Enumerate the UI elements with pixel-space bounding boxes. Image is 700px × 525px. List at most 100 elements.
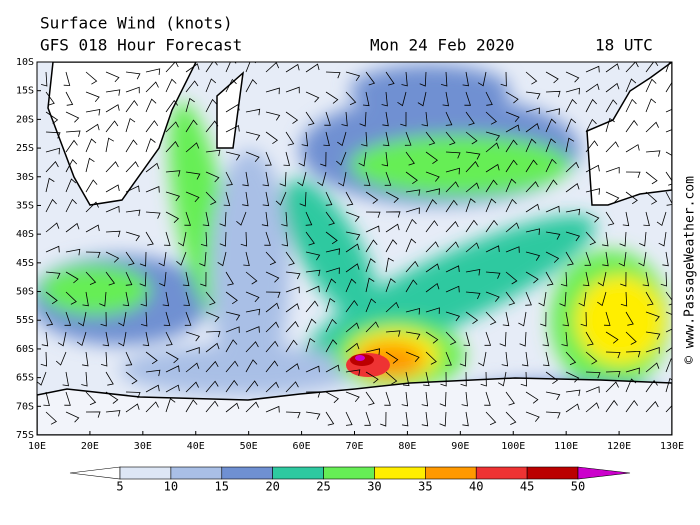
barb [365, 371, 379, 384]
barb [85, 179, 98, 193]
barb [465, 111, 475, 126]
barb [518, 311, 527, 327]
barb [305, 411, 321, 420]
barb [545, 411, 561, 419]
barb [585, 164, 600, 173]
barb [385, 278, 396, 293]
barb [625, 400, 639, 413]
barb [165, 384, 180, 393]
barb [625, 331, 637, 345]
barb [125, 209, 141, 217]
barb [605, 82, 620, 93]
colorbar-segment [526, 466, 579, 480]
barb [281, 231, 289, 247]
barb [400, 112, 407, 127]
barb [45, 245, 60, 253]
lat-label: 25S [16, 143, 34, 154]
barb [41, 331, 49, 347]
barb [465, 242, 480, 253]
lat-label: 70S [16, 401, 34, 412]
barb [525, 181, 539, 193]
barb [165, 141, 179, 153]
barb [465, 219, 478, 233]
barb [285, 131, 295, 146]
lon-label: 90E [451, 441, 469, 452]
barb [105, 120, 119, 133]
barb [365, 225, 380, 233]
barb [265, 405, 280, 413]
lat-label: 55S [16, 315, 34, 326]
barb [165, 170, 181, 177]
barb [365, 391, 375, 406]
barb [485, 111, 497, 125]
barb [200, 271, 207, 287]
barb [423, 371, 430, 387]
barb [404, 131, 412, 146]
barb [397, 91, 407, 107]
title: Surface Wind (knots) [40, 14, 233, 33]
barb [158, 251, 167, 267]
barb [405, 189, 421, 196]
barb [185, 381, 199, 393]
barb [165, 62, 179, 73]
barb [265, 131, 278, 145]
barb [245, 326, 260, 333]
barb [105, 230, 121, 238]
barb [205, 342, 220, 353]
barb [405, 351, 420, 363]
barb [305, 251, 321, 261]
colorbar-label: 35 [418, 480, 432, 494]
barb [425, 131, 436, 146]
barb [582, 271, 590, 287]
barb [265, 291, 281, 299]
barb [363, 171, 371, 186]
barb [45, 222, 60, 233]
barb [585, 386, 600, 393]
barb [425, 331, 439, 344]
barb [245, 380, 259, 393]
australia [586, 62, 672, 206]
barb [323, 131, 330, 147]
barb [402, 371, 410, 387]
barb [105, 251, 120, 263]
barb [205, 171, 220, 183]
lon-label: 40E [187, 441, 205, 452]
barb [305, 231, 315, 246]
barb [605, 351, 621, 359]
barb [99, 291, 107, 307]
barb [57, 331, 67, 347]
barb [625, 78, 637, 93]
barb [365, 71, 376, 86]
barb [245, 151, 260, 163]
barb [620, 271, 627, 287]
barb [265, 381, 279, 393]
barb [465, 198, 476, 213]
colorbar-label: 30 [367, 480, 381, 494]
barb [525, 159, 538, 173]
barb [445, 181, 459, 193]
lon-label: 60E [293, 441, 311, 452]
barb [505, 271, 518, 285]
barb [545, 118, 557, 133]
barb [225, 271, 234, 286]
barb [65, 159, 78, 173]
barb [625, 144, 640, 153]
barb [485, 291, 500, 302]
barb [445, 199, 458, 213]
barb [285, 339, 298, 353]
barb [205, 360, 219, 373]
barb [125, 185, 140, 193]
barb [485, 311, 497, 325]
barb [43, 391, 50, 407]
colorbar-segment [170, 466, 223, 480]
barb [565, 351, 577, 366]
barb [297, 171, 307, 187]
barb [545, 108, 561, 115]
barb [538, 291, 547, 307]
barb [105, 71, 120, 83]
barb [45, 271, 61, 279]
barb [65, 178, 77, 193]
subtitle: GFS 018 Hour Forecast [40, 36, 242, 55]
barb [225, 62, 237, 73]
barb [665, 405, 672, 413]
